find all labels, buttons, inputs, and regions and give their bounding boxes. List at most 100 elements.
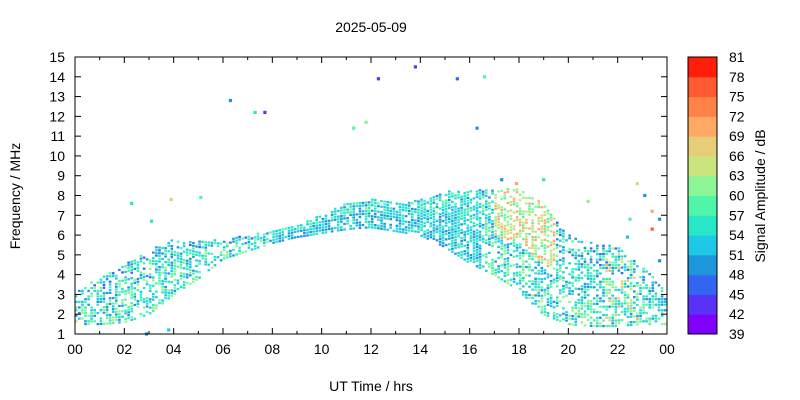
data-cell: [435, 197, 439, 200]
data-cell: [423, 233, 426, 236]
data-cell: [531, 236, 534, 239]
data-cell: [580, 301, 584, 305]
data-cell: [469, 201, 473, 204]
data-cell: [395, 224, 399, 227]
data-cell: [74, 295, 78, 298]
data-cell: [139, 260, 143, 263]
data-cell: [629, 312, 633, 315]
data-cell: [485, 269, 488, 272]
data-cell: [503, 224, 507, 228]
data-cell: [219, 250, 223, 254]
data-cell: [543, 252, 547, 255]
data-cell: [636, 304, 639, 307]
data-cell: [565, 316, 568, 319]
data-cell: [559, 278, 562, 281]
data-cell: [488, 226, 491, 229]
data-cell: [451, 209, 454, 212]
data-cell: [552, 306, 556, 309]
data-cell: [488, 251, 491, 254]
data-cell: [549, 255, 553, 258]
data-cell: [142, 262, 146, 265]
data-cell: [204, 249, 207, 252]
data-cell: [491, 192, 494, 195]
data-cell: [139, 296, 143, 299]
data-cell: [506, 271, 510, 274]
data-cell: [528, 255, 531, 258]
data-cell: [90, 292, 93, 295]
outlier-point: [228, 98, 232, 103]
data-cell: [522, 285, 525, 288]
data-cell: [99, 317, 103, 320]
data-cell: [232, 240, 235, 243]
data-cell: [96, 303, 100, 306]
data-cell: [540, 244, 544, 248]
data-cell: [463, 253, 466, 256]
data-cell: [577, 307, 581, 310]
data-cell: [309, 231, 312, 234]
data-cell: [164, 294, 167, 297]
data-cell: [312, 222, 315, 225]
data-cell: [602, 255, 605, 258]
data-cell: [411, 207, 414, 210]
data-cell: [515, 216, 519, 219]
data-cell: [306, 220, 309, 223]
data-cell: [549, 263, 553, 266]
data-cell: [531, 280, 534, 283]
data-cell: [130, 310, 133, 313]
data-cell: [648, 289, 651, 292]
data-cell: [173, 262, 177, 265]
data-cell: [420, 215, 423, 218]
x-tick-label: 00: [659, 341, 675, 357]
data-cell: [525, 235, 528, 238]
data-cell: [559, 264, 562, 267]
data-cell: [93, 309, 96, 312]
data-cell: [173, 253, 177, 256]
data-cell: [167, 289, 170, 292]
data-cell: [540, 261, 544, 264]
data-cell: [485, 242, 488, 245]
data-cell: [398, 205, 402, 208]
data-cell: [352, 227, 355, 230]
data-cell: [488, 237, 491, 241]
data-cell: [441, 220, 445, 223]
data-cell: [651, 289, 655, 292]
colorbar-tick-label: 72: [729, 108, 745, 124]
data-cell: [528, 252, 531, 255]
data-cell: [370, 226, 374, 229]
data-cell: [568, 237, 571, 240]
data-cell: [389, 209, 392, 212]
data-cell: [528, 280, 531, 283]
data-cell: [321, 220, 325, 223]
data-cell: [374, 210, 377, 213]
data-cell: [130, 315, 133, 319]
data-cell: [118, 268, 121, 271]
data-cell: [398, 211, 402, 214]
data-cell: [130, 304, 133, 307]
data-cell: [620, 260, 624, 264]
data-cell: [173, 267, 177, 270]
data-cell: [626, 310, 630, 313]
data-cell: [346, 219, 349, 222]
data-cell: [620, 249, 624, 252]
y-tick-label: 8: [57, 188, 65, 204]
data-cell: [105, 275, 109, 278]
data-cell: [583, 285, 587, 288]
data-cell: [549, 230, 553, 233]
data-cell: [444, 199, 448, 202]
data-cell: [148, 273, 152, 276]
data-cell: [574, 301, 577, 304]
data-cell: [583, 266, 587, 269]
data-cell: [99, 309, 103, 312]
data-cell: [583, 274, 587, 277]
data-cell: [534, 252, 537, 255]
data-cell: [451, 236, 454, 239]
data-cell: [552, 314, 556, 317]
data-cell: [512, 228, 516, 231]
data-cell: [250, 248, 254, 251]
data-cell: [614, 266, 618, 269]
data-cell: [602, 258, 605, 261]
data-cell: [148, 287, 152, 290]
data-cell: [176, 282, 180, 285]
data-cell: [127, 261, 130, 264]
data-cell: [657, 298, 661, 301]
